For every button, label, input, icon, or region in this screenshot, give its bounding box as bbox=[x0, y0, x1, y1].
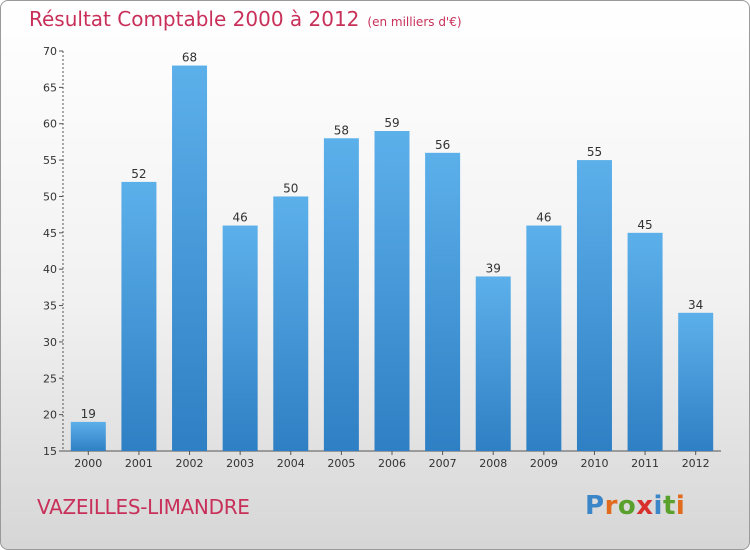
data-label: 68 bbox=[182, 51, 197, 65]
logo-letter: i bbox=[653, 491, 663, 521]
data-label: 39 bbox=[486, 261, 501, 275]
data-label: 59 bbox=[384, 116, 399, 130]
data-label: 58 bbox=[334, 123, 349, 137]
data-label: 52 bbox=[131, 167, 146, 181]
x-tick-label: 2003 bbox=[226, 457, 254, 470]
bar bbox=[121, 181, 157, 451]
labels: 19 2000 52 2001 68 2002 46 2003 50 2004 58 2005 59 20… bbox=[74, 51, 709, 470]
y-tick-label: 60 bbox=[43, 118, 57, 131]
bar bbox=[323, 138, 359, 452]
data-label: 45 bbox=[637, 218, 652, 232]
y-tick-label: 50 bbox=[43, 190, 57, 203]
x-tick-label: 2001 bbox=[125, 457, 153, 470]
x-tick-label: 2000 bbox=[74, 457, 102, 470]
x-tick-label: 2007 bbox=[429, 457, 457, 470]
y-tick-label: 65 bbox=[43, 81, 57, 94]
logo-letter: i bbox=[675, 491, 686, 521]
bar bbox=[70, 421, 106, 451]
logo-letter: P bbox=[585, 491, 605, 521]
bar bbox=[172, 65, 208, 451]
logo-letter: t bbox=[662, 491, 676, 521]
chart-title-block: Résultat Comptable 2000 à 2012 (en millie… bbox=[29, 7, 462, 31]
x-tick-label: 2005 bbox=[327, 457, 355, 470]
data-label: 50 bbox=[283, 181, 298, 195]
chart-title: Résultat Comptable 2000 à 2012 bbox=[29, 7, 360, 31]
x-tick-label: 2010 bbox=[580, 457, 608, 470]
bar bbox=[678, 312, 714, 451]
bar bbox=[627, 232, 663, 451]
data-label: 19 bbox=[81, 407, 96, 421]
chart-subtitle: (en milliers d'€) bbox=[367, 15, 462, 29]
bar bbox=[374, 131, 410, 451]
x-tick-label: 2002 bbox=[176, 457, 204, 470]
data-label: 46 bbox=[233, 211, 248, 225]
bar bbox=[425, 152, 461, 451]
logo-letter: r bbox=[604, 491, 618, 521]
y-tick-label: 20 bbox=[43, 409, 57, 422]
y-tick-label: 40 bbox=[43, 263, 57, 276]
logo-letter: o bbox=[617, 491, 637, 521]
y-tick-label: 35 bbox=[43, 300, 57, 313]
x-tick-label: 2012 bbox=[682, 457, 710, 470]
y-tick-label: 70 bbox=[43, 45, 57, 58]
x-tick-label: 2009 bbox=[530, 457, 558, 470]
logo-letter: x bbox=[636, 491, 654, 521]
y-tick-label: 15 bbox=[43, 445, 57, 458]
town-name: VAZEILLES-LIMANDRE bbox=[37, 495, 250, 519]
data-label: 46 bbox=[536, 211, 551, 225]
y-tick-label: 30 bbox=[43, 336, 57, 349]
bar bbox=[475, 276, 511, 451]
bar bbox=[576, 160, 612, 451]
proxiti-logo: Proxiti bbox=[585, 491, 685, 521]
bar bbox=[526, 225, 562, 451]
y-tick-label: 25 bbox=[43, 372, 57, 385]
x-tick-label: 2011 bbox=[631, 457, 659, 470]
data-label: 55 bbox=[587, 145, 602, 159]
y-tick-label: 45 bbox=[43, 227, 57, 240]
x-tick-label: 2004 bbox=[277, 457, 305, 470]
x-tick-label: 2008 bbox=[479, 457, 507, 470]
data-label: 56 bbox=[435, 138, 450, 152]
bars bbox=[70, 65, 714, 452]
y-tick-label: 55 bbox=[43, 154, 57, 167]
bar bbox=[273, 196, 309, 451]
x-tick-label: 2006 bbox=[378, 457, 406, 470]
bar bbox=[222, 225, 258, 451]
data-label: 34 bbox=[688, 298, 703, 312]
